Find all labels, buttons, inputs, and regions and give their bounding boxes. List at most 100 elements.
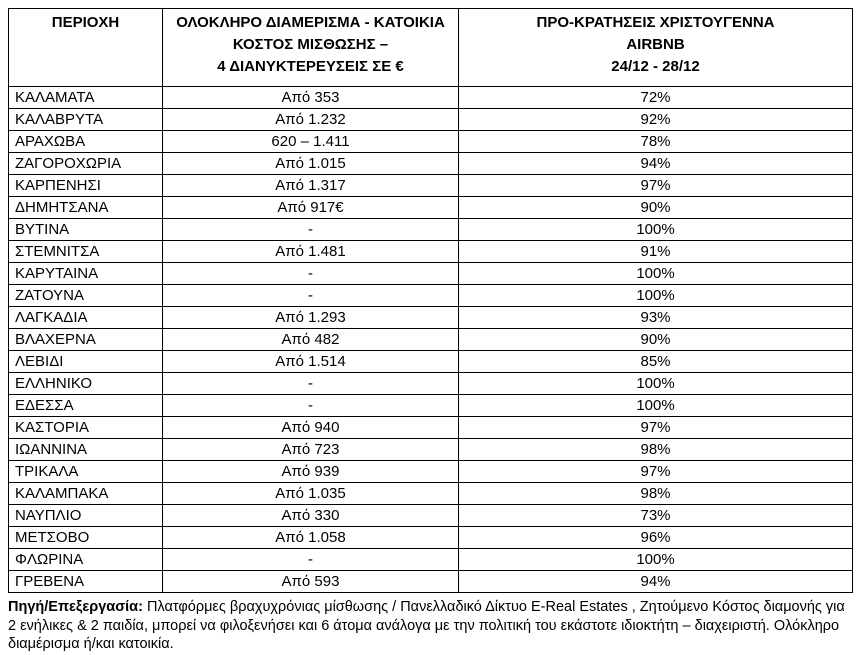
- table-row: ΚΑΛΑΜΑΤΑ Από 353 72%: [8, 86, 853, 109]
- table-row: ΖΑΤΟΥΝΑ - 100%: [8, 284, 853, 307]
- region-cell: ΒΥΤΙΝΑ: [8, 218, 163, 241]
- cost-cell: -: [162, 394, 459, 417]
- column-header-booking: ΠΡΟ-ΚΡΑΤΗΣΕΙΣ ΧΡΙΣΤΟΥΓΕΝΝΑ AIRBNB 24/12 …: [458, 8, 853, 87]
- booking-cell: 100%: [458, 262, 853, 285]
- region-cell: ΛΕΒΙΔΙ: [8, 350, 163, 373]
- booking-cell: 100%: [458, 218, 853, 241]
- source-note: Πηγή/Επεξεργασία: Πλατφόρμες βραχυχρόνια…: [8, 598, 854, 654]
- cost-cell: Από 1.293: [162, 306, 459, 329]
- region-cell: ΦΛΩΡΙΝΑ: [8, 548, 163, 571]
- cost-cell: Από 723: [162, 438, 459, 461]
- cost-cell: 620 – 1.411: [162, 130, 459, 153]
- source-note-label: Πηγή/Επεξεργασία:: [8, 599, 143, 615]
- table-row: ΔΗΜΗΤΣΑΝΑ Από 917€ 90%: [8, 196, 853, 219]
- booking-cell: 98%: [458, 482, 853, 505]
- table-row: ΓΡΕΒΕΝΑ Από 593 94%: [8, 570, 853, 593]
- cost-cell: -: [162, 548, 459, 571]
- column-header-region: ΠΕΡΙΟΧΗ: [8, 8, 163, 87]
- region-cell: ΙΩΑΝΝΙΝΑ: [8, 438, 163, 461]
- region-cell: ΚΑΡΥΤΑΙΝΑ: [8, 262, 163, 285]
- table-row: ΛΑΓΚΑΔΙΑ Από 1.293 93%: [8, 306, 853, 329]
- cost-cell: Από 1.015: [162, 152, 459, 175]
- cost-cell: Από 939: [162, 460, 459, 483]
- booking-cell: 92%: [458, 108, 853, 131]
- booking-cell: 97%: [458, 416, 853, 439]
- booking-cell: 90%: [458, 328, 853, 351]
- rental-bookings-table: ΠΕΡΙΟΧΗ ΟΛΟΚΛΗΡΟ ΔΙΑΜΕΡΙΣΜΑ - ΚΑΤΟΙΚΙΑ Κ…: [8, 8, 853, 593]
- region-cell: ΜΕΤΣΟΒΟ: [8, 526, 163, 549]
- region-cell: ΑΡΑΧΩΒΑ: [8, 130, 163, 153]
- region-cell: ΓΡΕΒΕΝΑ: [8, 570, 163, 593]
- booking-cell: 73%: [458, 504, 853, 527]
- cost-cell: Από 1.481: [162, 240, 459, 263]
- cost-cell: Από 1.035: [162, 482, 459, 505]
- cost-cell: -: [162, 262, 459, 285]
- booking-cell: 93%: [458, 306, 853, 329]
- table-row: ΜΕΤΣΟΒΟ Από 1.058 96%: [8, 526, 853, 549]
- booking-cell: 97%: [458, 174, 853, 197]
- table-header-row: ΠΕΡΙΟΧΗ ΟΛΟΚΛΗΡΟ ΔΙΑΜΕΡΙΣΜΑ - ΚΑΤΟΙΚΙΑ Κ…: [8, 8, 853, 87]
- booking-cell: 98%: [458, 438, 853, 461]
- cost-cell: Από 1.514: [162, 350, 459, 373]
- region-cell: ΚΑΛΑΒΡΥΤΑ: [8, 108, 163, 131]
- source-note-text: Πλατφόρμες βραχυχρόνιας μίσθωσης / Πανελ…: [8, 599, 845, 652]
- region-cell: ΕΔΕΣΣΑ: [8, 394, 163, 417]
- booking-cell: 97%: [458, 460, 853, 483]
- cost-cell: Από 1.058: [162, 526, 459, 549]
- booking-cell: 72%: [458, 86, 853, 109]
- cost-cell: -: [162, 284, 459, 307]
- region-cell: ΕΛΛΗΝΙΚΟ: [8, 372, 163, 395]
- region-cell: ΖΑΤΟΥΝΑ: [8, 284, 163, 307]
- booking-cell: 78%: [458, 130, 853, 153]
- region-cell: ΖΑΓΟΡΟΧΩΡΙΑ: [8, 152, 163, 175]
- region-cell: ΔΗΜΗΤΣΑΝΑ: [8, 196, 163, 219]
- table-row: ΚΑΡΠΕΝΗΣΙ Από 1.317 97%: [8, 174, 853, 197]
- cost-cell: Από 482: [162, 328, 459, 351]
- cost-cell: Από 917€: [162, 196, 459, 219]
- table-row: ΙΩΑΝΝΙΝΑ Από 723 98%: [8, 438, 853, 461]
- cost-cell: -: [162, 218, 459, 241]
- table-body: ΚΑΛΑΜΑΤΑ Από 353 72% ΚΑΛΑΒΡΥΤΑ Από 1.232…: [8, 86, 853, 593]
- booking-cell: 100%: [458, 394, 853, 417]
- region-cell: ΚΑΛΑΜΑΤΑ: [8, 86, 163, 109]
- table-row: ΒΥΤΙΝΑ - 100%: [8, 218, 853, 241]
- table-row: ΖΑΓΟΡΟΧΩΡΙΑ Από 1.015 94%: [8, 152, 853, 175]
- cost-cell: Από 330: [162, 504, 459, 527]
- region-cell: ΒΛΑΧΕΡΝΑ: [8, 328, 163, 351]
- table-row: ΚΑΛΑΒΡΥΤΑ Από 1.232 92%: [8, 108, 853, 131]
- booking-cell: 91%: [458, 240, 853, 263]
- booking-cell: 94%: [458, 570, 853, 593]
- table-row: ΤΡΙΚΑΛΑ Από 939 97%: [8, 460, 853, 483]
- booking-cell: 94%: [458, 152, 853, 175]
- booking-cell: 90%: [458, 196, 853, 219]
- cost-cell: Από 1.232: [162, 108, 459, 131]
- cost-cell: Από 1.317: [162, 174, 459, 197]
- region-cell: ΣΤΕΜΝΙΤΣΑ: [8, 240, 163, 263]
- table-row: ΦΛΩΡΙΝΑ - 100%: [8, 548, 853, 571]
- table-row: ΝΑΥΠΛΙΟ Από 330 73%: [8, 504, 853, 527]
- cost-cell: Από 593: [162, 570, 459, 593]
- table-row: ΕΔΕΣΣΑ - 100%: [8, 394, 853, 417]
- region-cell: ΚΑΡΠΕΝΗΣΙ: [8, 174, 163, 197]
- region-cell: ΚΑΛΑΜΠΑΚΑ: [8, 482, 163, 505]
- table-row: ΣΤΕΜΝΙΤΣΑ Από 1.481 91%: [8, 240, 853, 263]
- table-row: ΚΑΛΑΜΠΑΚΑ Από 1.035 98%: [8, 482, 853, 505]
- booking-cell: 100%: [458, 548, 853, 571]
- table-row: ΛΕΒΙΔΙ Από 1.514 85%: [8, 350, 853, 373]
- region-cell: ΝΑΥΠΛΙΟ: [8, 504, 163, 527]
- table-row: ΒΛΑΧΕΡΝΑ Από 482 90%: [8, 328, 853, 351]
- column-header-cost: ΟΛΟΚΛΗΡΟ ΔΙΑΜΕΡΙΣΜΑ - ΚΑΤΟΙΚΙΑ ΚΟΣΤΟΣ ΜΙ…: [162, 8, 459, 87]
- region-cell: ΤΡΙΚΑΛΑ: [8, 460, 163, 483]
- table-row: ΕΛΛΗΝΙΚΟ - 100%: [8, 372, 853, 395]
- cost-cell: Από 940: [162, 416, 459, 439]
- cost-cell: -: [162, 372, 459, 395]
- table-row: ΚΑΡΥΤΑΙΝΑ - 100%: [8, 262, 853, 285]
- table-row: ΚΑΣΤΟΡΙΑ Από 940 97%: [8, 416, 853, 439]
- region-cell: ΛΑΓΚΑΔΙΑ: [8, 306, 163, 329]
- cost-cell: Από 353: [162, 86, 459, 109]
- region-cell: ΚΑΣΤΟΡΙΑ: [8, 416, 163, 439]
- table-row: ΑΡΑΧΩΒΑ 620 – 1.411 78%: [8, 130, 853, 153]
- booking-cell: 100%: [458, 284, 853, 307]
- booking-cell: 85%: [458, 350, 853, 373]
- booking-cell: 96%: [458, 526, 853, 549]
